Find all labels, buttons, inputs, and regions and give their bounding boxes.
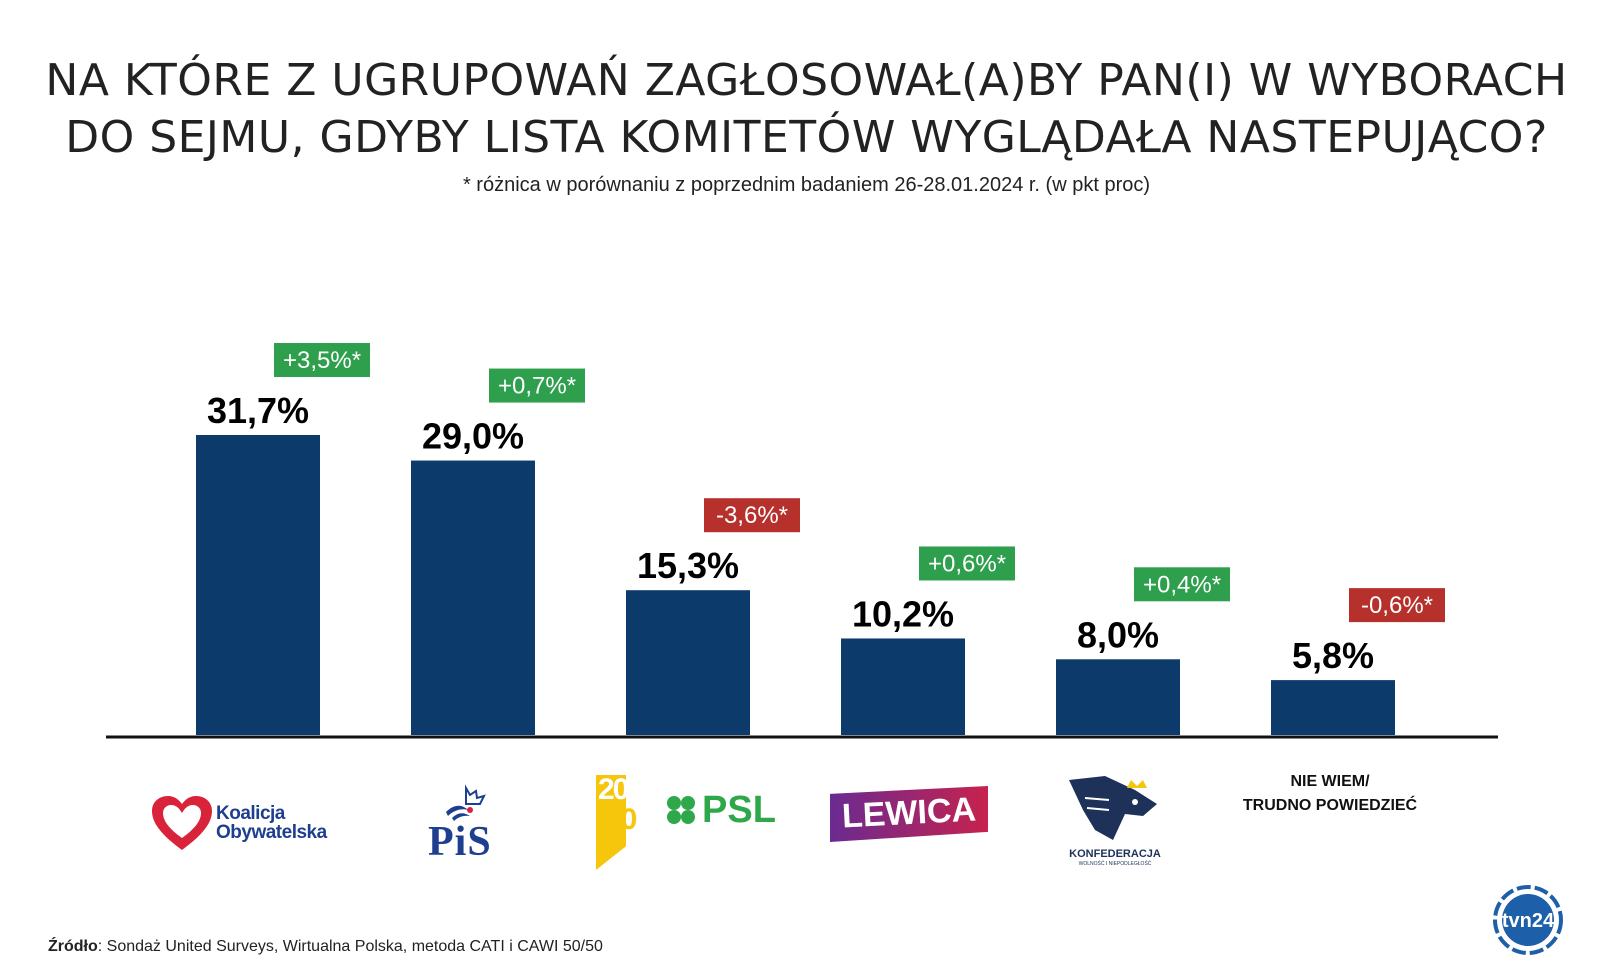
dont-know-line-1: NIE WIEM/ — [1290, 773, 1370, 790]
chart-subtitle: * różnica w porównaniu z poprzednim bada… — [462, 174, 1151, 196]
konf-name: KONFEDERACJA — [1069, 848, 1161, 860]
bar-2 — [411, 460, 535, 735]
change-label-3: -3,6%* — [716, 502, 788, 529]
change-badge-6 — [1349, 588, 1445, 623]
title-line-1: NA KTÓRE Z UGRUPOWAŃ ZAGŁOSOWAŁ(A)BY PAN… — [45, 55, 1568, 106]
ko-name-line-1: Koalicja — [216, 803, 285, 824]
change-badge-3 — [704, 498, 800, 533]
change-badge-2 — [489, 368, 585, 403]
value-label-6: 5,8% — [1292, 635, 1374, 676]
tvn24-logo: tvn24 — [1493, 885, 1563, 955]
bar-4 — [841, 638, 965, 735]
source-text: : Sondaż United Surveys, Wirtualna Polsk… — [97, 938, 603, 955]
polska2050-psl-logo: 20 50 PSL — [596, 775, 781, 870]
change-badge-1 — [274, 343, 370, 377]
change-label-5: +0,4%* — [1143, 571, 1221, 598]
tvn24-text: tvn24 — [1502, 910, 1555, 932]
heart-icon — [152, 796, 212, 850]
ko-name-line-2: Obywatelska — [216, 822, 327, 843]
chart-title: NA KTÓRE Z UGRUPOWAŃ ZAGŁOSOWAŁ(A)BY PAN… — [0, 52, 1613, 166]
konf-subtitle: WOLNOŚĆ I NIEPODLEGŁOŚĆ — [1078, 861, 1152, 867]
dont-know-line-2: TRUDNO POWIEDZIEĆ — [1242, 797, 1418, 814]
bar-3 — [626, 590, 750, 735]
change-badge-4 — [919, 546, 1015, 581]
koalicja-obywatelska-logo: Koalicja Obywatelska — [150, 790, 350, 860]
lewica-logo: LEWICA — [830, 786, 988, 842]
bars-layer: 31,7% +3,5%* 29,0% +0,7%* 15,3% -3,6%* 10,2% +0… — [196, 343, 1445, 735]
bar-5 — [1056, 659, 1180, 735]
bar-1 — [196, 435, 320, 735]
value-label-3: 15,3% — [637, 545, 739, 586]
value-label-2: 29,0% — [422, 416, 524, 457]
source-note: Źródło: Sondaż United Surveys, Wirtualna… — [48, 938, 603, 956]
eagle-head-icon — [1069, 776, 1157, 840]
p2050-bottom-digits: 50 — [606, 803, 637, 836]
bar-6 — [1271, 680, 1395, 735]
dont-know-label: NIE WIEM/ TRUDNO POWIEDZIEĆ — [1230, 770, 1430, 818]
change-label-4: +0,6%* — [928, 550, 1006, 577]
value-label-5: 8,0% — [1077, 614, 1159, 655]
value-label-4: 10,2% — [852, 593, 954, 634]
change-label-1: +3,5%* — [283, 347, 361, 374]
source-label: Źródło — [48, 938, 98, 955]
lewica-text: LEWICA — [841, 790, 977, 836]
eagle-crown-icon — [446, 784, 486, 821]
pis-text: PiS — [428, 819, 492, 865]
title-line-2: DO SEJMU, GDYBY LISTA KOMITETÓW WYGLĄDAŁ… — [65, 112, 1548, 163]
clover-icon — [667, 796, 695, 824]
change-label-2: +0,7%* — [498, 373, 576, 400]
value-label-1: 31,7% — [207, 390, 309, 431]
change-badge-5 — [1134, 567, 1230, 602]
pis-logo: PiS — [428, 782, 518, 865]
p2050-top-digits: 20 — [598, 773, 629, 806]
konfederacja-logo: KONFEDERACJA WOLNOŚĆ I NIEPODLEGŁOŚĆ — [1055, 770, 1175, 870]
psl-text: PSL — [702, 789, 776, 831]
change-label-6: -0,6%* — [1361, 592, 1433, 619]
